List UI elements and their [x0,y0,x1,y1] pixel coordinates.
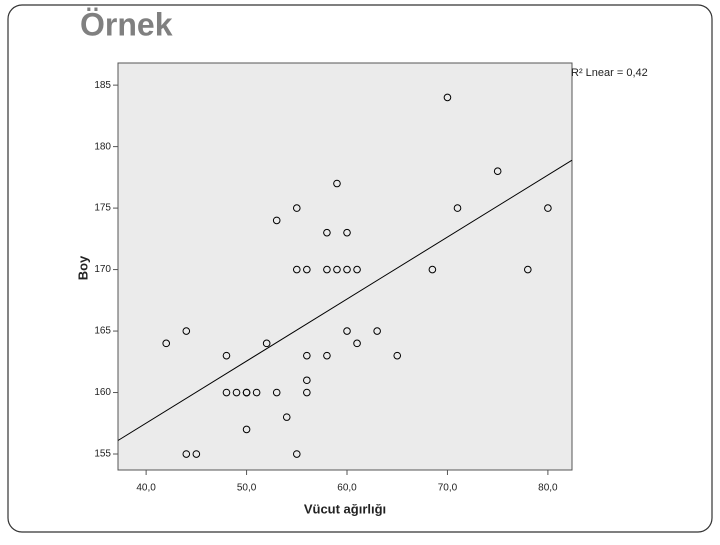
x-tick-label: 40,0 [136,483,156,494]
point [443,93,452,102]
point [428,265,437,274]
point [493,167,502,176]
x-axis-label: Vücut ağırlığı [304,501,386,516]
point [343,327,351,335]
point [303,265,311,274]
point [252,388,261,397]
point [262,339,271,348]
point [292,450,301,458]
point [323,228,331,237]
y-tick-label: 170 [94,264,111,275]
x-tick-label: 80,0 [538,483,558,494]
point [333,265,341,274]
point [222,388,231,397]
x-tick-label: 70,0 [438,483,458,494]
point [222,351,231,360]
point [453,204,462,212]
point [303,376,311,385]
point [232,388,241,397]
point [544,204,552,212]
point [343,265,351,274]
y-axis-label: Boy [75,255,90,280]
point [323,351,331,360]
point [343,228,351,237]
y-tick-label: 180 [94,141,111,152]
y-tick-label: 185 [94,80,111,91]
x-tick-label: 60,0 [337,483,357,494]
point [242,388,251,397]
annotation: R² Lnear = 0,42 [571,67,648,79]
point [182,450,191,458]
point [323,265,331,274]
point [162,339,171,348]
point [333,179,341,188]
point [192,450,201,458]
point [373,327,381,335]
point [393,351,402,360]
point [282,413,291,421]
point [182,327,191,335]
y-tick-label: 175 [94,203,111,214]
x-tick-label: 50,0 [237,483,257,494]
y-tick-label: 160 [94,387,111,398]
point [353,265,361,274]
y-tick-label: 165 [94,326,111,337]
point [303,351,311,360]
y-tick-label: 155 [94,449,111,460]
point [272,216,281,225]
point [272,388,281,397]
fit-line [117,159,573,441]
point [292,265,301,274]
point [353,339,361,348]
slide-title: Örnek [80,6,173,42]
point [242,425,251,434]
point [524,265,532,274]
point [292,204,301,212]
point [303,388,311,397]
